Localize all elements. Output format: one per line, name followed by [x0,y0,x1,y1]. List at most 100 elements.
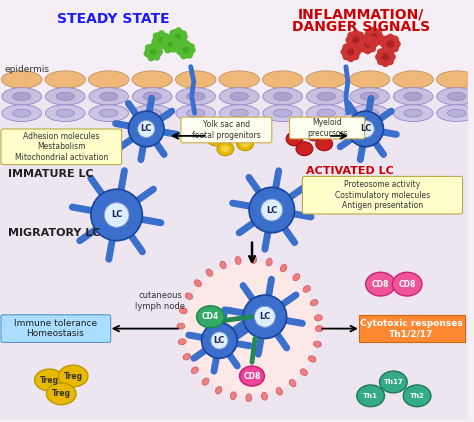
Circle shape [355,49,361,55]
Text: ACTIVATED LC: ACTIVATED LC [306,165,394,176]
Circle shape [151,38,158,45]
Circle shape [387,34,394,41]
Circle shape [352,43,359,51]
Circle shape [162,36,178,52]
Text: LC: LC [360,124,371,133]
Ellipse shape [316,137,333,151]
Ellipse shape [306,127,323,141]
Circle shape [181,34,188,41]
Circle shape [347,32,355,38]
Ellipse shape [306,88,346,105]
Ellipse shape [403,385,431,407]
Text: CD8: CD8 [399,280,416,289]
Circle shape [347,31,365,49]
Circle shape [146,44,161,60]
Circle shape [375,29,382,35]
Circle shape [352,53,359,60]
Ellipse shape [263,105,302,122]
Ellipse shape [187,109,205,117]
Circle shape [382,46,389,53]
Circle shape [357,120,374,138]
Circle shape [104,203,129,227]
Ellipse shape [262,392,267,400]
Ellipse shape [46,88,85,105]
Ellipse shape [89,71,129,88]
Circle shape [357,41,364,49]
Circle shape [255,306,275,327]
Ellipse shape [230,92,248,100]
Ellipse shape [220,261,226,269]
Circle shape [382,60,389,67]
Ellipse shape [58,365,88,387]
Ellipse shape [202,378,209,385]
Text: LC: LC [259,312,271,321]
Circle shape [369,35,376,43]
Circle shape [170,29,186,45]
Ellipse shape [437,88,474,105]
Circle shape [387,58,394,65]
Circle shape [178,42,194,58]
Circle shape [183,261,317,396]
Circle shape [392,46,399,52]
Circle shape [175,27,182,34]
Circle shape [392,35,399,43]
Ellipse shape [191,367,199,373]
Circle shape [147,54,155,61]
Ellipse shape [314,315,322,321]
Ellipse shape [13,109,31,117]
Text: Th1: Th1 [363,393,378,399]
Circle shape [138,120,155,138]
Ellipse shape [183,354,191,360]
Ellipse shape [89,88,128,105]
Ellipse shape [13,92,31,100]
Circle shape [145,44,152,51]
Ellipse shape [175,71,216,88]
Circle shape [153,32,169,48]
Text: Th17: Th17 [383,379,403,385]
Ellipse shape [187,92,205,100]
Circle shape [177,42,184,49]
Ellipse shape [251,256,256,263]
Text: Yolk sac and
foetal progenitors: Yolk sac and foetal progenitors [192,120,261,140]
Circle shape [249,187,294,233]
FancyBboxPatch shape [290,117,365,139]
Ellipse shape [306,71,346,88]
Text: MIGRATORY LC: MIGRATORY LC [8,228,100,238]
Text: LC: LC [141,124,152,133]
Ellipse shape [309,356,316,362]
Ellipse shape [143,92,161,100]
Ellipse shape [306,105,346,122]
Ellipse shape [231,130,240,138]
Ellipse shape [176,105,216,122]
Ellipse shape [437,71,474,88]
Ellipse shape [365,272,395,296]
Ellipse shape [185,293,193,299]
Circle shape [168,35,175,42]
Circle shape [346,37,352,43]
Ellipse shape [404,92,422,100]
Ellipse shape [263,71,303,88]
Ellipse shape [35,369,64,391]
Circle shape [352,30,359,37]
Ellipse shape [227,127,244,141]
Circle shape [155,45,162,52]
Ellipse shape [179,308,187,314]
Ellipse shape [361,109,379,117]
Circle shape [153,32,160,39]
Ellipse shape [197,306,224,327]
Text: Treg: Treg [64,371,82,381]
Circle shape [167,34,174,41]
Circle shape [156,49,163,55]
Circle shape [158,30,165,37]
FancyBboxPatch shape [302,176,463,214]
Ellipse shape [45,71,85,88]
Circle shape [172,40,179,46]
Circle shape [340,49,347,55]
Circle shape [164,37,171,43]
Text: STEADY STATE: STEADY STATE [57,12,170,26]
Ellipse shape [207,132,224,146]
Circle shape [211,332,228,349]
Circle shape [155,43,163,49]
Circle shape [163,33,170,40]
Ellipse shape [349,71,390,88]
